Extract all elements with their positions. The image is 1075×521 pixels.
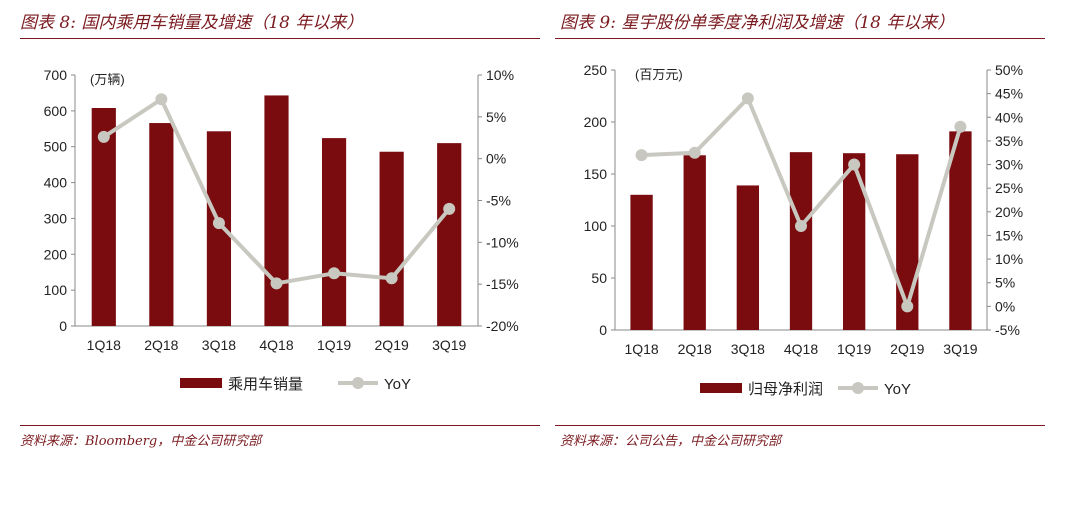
source-rule <box>20 425 540 426</box>
yoy-point <box>270 277 283 290</box>
yoy-point <box>443 202 456 215</box>
source-rule <box>555 425 1045 426</box>
legend-label-bar: 归母净利润 <box>748 381 823 398</box>
chart-panel-left: 图表 8: 国内乘用车销量及增速（18 年以来） 0 100 200 300 400 50… <box>20 13 540 449</box>
bar <box>437 143 462 326</box>
yoy-point <box>212 217 225 230</box>
legend-label-line: YoY <box>384 376 411 393</box>
y-tick-label-right: 25% <box>995 180 1023 196</box>
y-tick-label-right: 5% <box>995 275 1015 291</box>
y-tick-label-right: 0% <box>486 151 506 167</box>
x-tick-label: 3Q18 <box>202 337 236 353</box>
yoy-point <box>155 93 168 106</box>
yoy-point <box>901 300 914 313</box>
y-tick-label-left: 250 <box>584 62 608 78</box>
sales-chart: 0 100 200 300 400 500 600 700 -20% -15% -10% -5% 0% 5… <box>44 67 519 393</box>
source-note: 资料来源：公司公告，中金公司研究部 <box>560 434 782 449</box>
bar <box>949 131 972 330</box>
bar <box>321 138 347 326</box>
profit-chart: 0 50 100 150 200 250 -5% 0% 5% 10% 15% 20% 25% 30% 35%… <box>584 62 1023 398</box>
y-tick-label-right: 40% <box>995 109 1023 125</box>
legend-label-line: YoY <box>884 381 911 398</box>
title-rule <box>555 38 1045 39</box>
x-tick-label: 1Q19 <box>837 341 871 357</box>
y-tick-label-right: 45% <box>995 86 1023 102</box>
y-tick-label-right: 20% <box>995 204 1023 220</box>
chart-panel-right: 图表 9: 星宇股份单季度净利润及增速（18 年以来） 0 50 100 150 200… <box>555 0 1075 521</box>
bar <box>683 155 706 330</box>
y-tick-label-right: 5% <box>486 109 506 125</box>
y-tick-label-right: 30% <box>995 157 1023 173</box>
x-tick-label: 2Q18 <box>144 337 178 353</box>
yoy-point <box>795 220 807 232</box>
y-tick-label-right: 10% <box>486 67 514 83</box>
y-tick-label-left: 200 <box>44 246 68 262</box>
bar <box>842 153 866 330</box>
y-tick-label-left: 0 <box>59 318 67 334</box>
yoy-point <box>97 130 110 143</box>
yoy-point <box>328 267 341 280</box>
legend-swatch-bar <box>700 383 742 393</box>
y-tick-label-right: 15% <box>995 227 1023 243</box>
y-tick-label-left: 200 <box>584 114 608 130</box>
x-tick-label: 2Q19 <box>375 337 409 353</box>
legend-swatch-marker <box>352 377 364 389</box>
y-tick-label-left: 50 <box>591 270 607 286</box>
y-tick-label-left: 150 <box>584 166 608 182</box>
y-tick-label-right: 50% <box>995 62 1023 78</box>
x-tick-label: 3Q19 <box>943 341 977 357</box>
bar <box>736 185 760 330</box>
y-tick-label-left: 300 <box>44 210 68 226</box>
bar <box>91 107 116 326</box>
unit-label: (万辆) <box>90 72 125 87</box>
x-tick-label: 3Q19 <box>432 337 466 353</box>
yoy-point <box>688 146 701 159</box>
yoy-point <box>741 92 754 105</box>
y-tick-label-left: 500 <box>44 139 68 155</box>
y-tick-label-right: -20% <box>486 318 519 334</box>
source-note: 资料来源：Bloomberg，中金公司研究部 <box>20 434 262 449</box>
x-tick-label: 2Q18 <box>678 341 712 357</box>
x-tick-label: 1Q18 <box>87 337 121 353</box>
y-tick-label-left: 700 <box>44 67 68 83</box>
title-rule <box>20 38 540 39</box>
x-tick-label: 2Q19 <box>890 341 924 357</box>
x-tick-label: 1Q18 <box>624 341 658 357</box>
y-tick-label-right: -10% <box>486 234 519 250</box>
y-tick-label-left: 400 <box>44 175 68 191</box>
x-tick-label: 3Q18 <box>731 341 765 357</box>
x-tick-label: 4Q18 <box>259 337 293 353</box>
chart-title: 图表 9: 星宇股份单季度净利润及增速（18 年以来） <box>560 13 955 33</box>
chart-title: 图表 8: 国内乘用车销量及增速（18 年以来） <box>20 13 364 33</box>
legend-swatch-bar <box>180 378 222 388</box>
yoy-point <box>954 120 967 133</box>
y-tick-label-right: -5% <box>995 322 1020 338</box>
yoy-point <box>635 149 648 162</box>
y-tick-label-right: 10% <box>995 251 1023 267</box>
y-tick-label-left: 100 <box>44 282 68 298</box>
y-tick-label-left: 600 <box>44 103 68 119</box>
y-tick-label-left: 100 <box>584 218 608 234</box>
y-tick-label-left: 0 <box>599 322 607 338</box>
y-tick-label-right: -5% <box>486 193 511 209</box>
yoy-point <box>385 272 398 285</box>
bar <box>630 194 653 330</box>
legend-label-bar: 乘用车销量 <box>228 376 303 393</box>
legend-swatch-marker <box>852 382 864 394</box>
y-tick-label-right: -15% <box>486 276 519 292</box>
bar <box>379 151 404 326</box>
unit-label: (百万元) <box>635 67 683 82</box>
x-tick-label: 1Q19 <box>317 337 351 353</box>
bar <box>789 152 813 330</box>
y-tick-label-right: 35% <box>995 133 1023 149</box>
yoy-point <box>848 158 861 171</box>
x-tick-label: 4Q18 <box>784 341 818 357</box>
bar <box>149 123 174 326</box>
y-tick-label-right: 0% <box>995 298 1015 314</box>
bar <box>264 95 289 326</box>
